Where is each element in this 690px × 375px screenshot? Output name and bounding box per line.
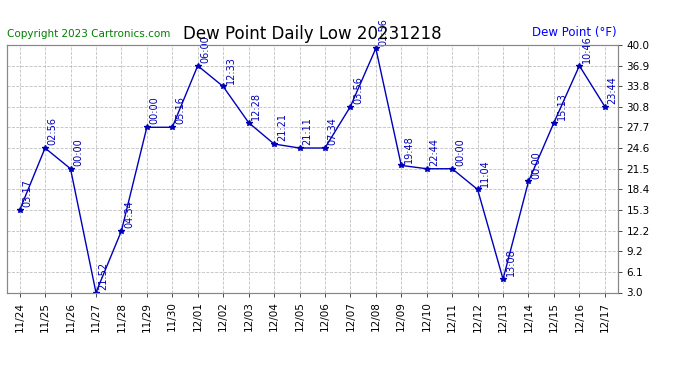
Text: 12:33: 12:33 (226, 56, 236, 84)
Text: 00:00: 00:00 (455, 138, 465, 166)
Text: 03:17: 03:17 (22, 180, 32, 207)
Text: 15:13: 15:13 (557, 92, 566, 120)
Text: 05:16: 05:16 (175, 97, 185, 124)
Text: Copyright 2023 Cartronics.com: Copyright 2023 Cartronics.com (7, 29, 170, 39)
Text: 04:34: 04:34 (124, 200, 134, 228)
Text: Dew Point (°F): Dew Point (°F) (532, 26, 616, 39)
Text: 12:28: 12:28 (251, 92, 262, 120)
Text: 19:48: 19:48 (404, 135, 414, 163)
Text: 23:44: 23:44 (608, 76, 618, 104)
Text: 21:52: 21:52 (99, 262, 109, 290)
Text: 10:46: 10:46 (582, 35, 592, 63)
Text: 13:08: 13:08 (506, 249, 516, 276)
Text: 22:44: 22:44 (429, 138, 440, 166)
Text: 21:21: 21:21 (277, 113, 287, 141)
Text: 00:00: 00:00 (531, 151, 541, 178)
Text: 02:56: 02:56 (48, 117, 58, 145)
Title: Dew Point Daily Low 20231218: Dew Point Daily Low 20231218 (183, 26, 442, 44)
Text: 00:00: 00:00 (73, 138, 83, 166)
Text: 06:00: 06:00 (201, 35, 210, 63)
Text: 11:04: 11:04 (480, 159, 491, 187)
Text: 07:34: 07:34 (328, 117, 337, 145)
Text: 21:11: 21:11 (302, 117, 313, 145)
Text: 03:56: 03:56 (353, 76, 363, 104)
Text: 00:00: 00:00 (150, 97, 159, 124)
Text: 01:56: 01:56 (379, 18, 388, 46)
